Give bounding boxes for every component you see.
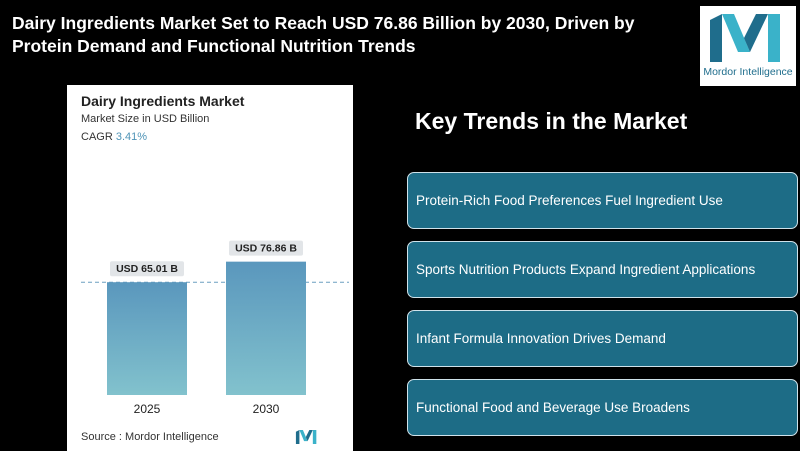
logo-mark-icon: [710, 14, 780, 62]
small-logo-icon: [295, 430, 317, 444]
mordor-intelligence-logo: Mordor Intelligence: [700, 6, 796, 86]
x-tick-2025: 2025: [134, 402, 161, 416]
chart-subtitle: Market Size in USD Billion: [81, 113, 210, 125]
data-label-2030: USD 76.86 B: [235, 243, 297, 255]
trend-item-1: Protein-Rich Food Preferences Fuel Ingre…: [407, 172, 798, 229]
data-label-bg-2030: [229, 240, 303, 256]
cagr-value: 3.41%: [115, 131, 148, 143]
source-line: Source : Mordor Intelligence: [81, 431, 219, 443]
x-tick-2030: 2030: [253, 402, 280, 416]
logo-text: Mordor Intelligence: [703, 66, 793, 78]
data-label-2025: USD 65.01 B: [116, 263, 178, 275]
chart-title: Dairy Ingredients Market: [81, 93, 245, 109]
cagr-line: CAGR 3.41%: [81, 131, 147, 143]
data-label-bg-2025: [110, 261, 184, 277]
trend-item-2: Sports Nutrition Products Expand Ingredi…: [407, 241, 798, 298]
trend-item-3: Infant Formula Innovation Drives Demand: [407, 310, 798, 367]
headline: Dairy Ingredients Market Set to Reach US…: [12, 13, 635, 56]
chart-card: Dairy Ingredients Market Market Size in …: [67, 85, 353, 451]
source-value: Mordor Intelligence: [125, 431, 219, 443]
cagr-label: CAGR: [81, 131, 113, 143]
bar-2030: [226, 261, 306, 395]
trends-title: Key Trends in the Market: [415, 108, 688, 134]
source-label: Source :: [81, 431, 122, 443]
bar-chart: USD 65.01 B 2025 USD 76.86 B 2030: [81, 240, 349, 416]
bar-2025: [107, 282, 187, 395]
trend-item-4: Functional Food and Beverage Use Broaden…: [407, 379, 798, 436]
